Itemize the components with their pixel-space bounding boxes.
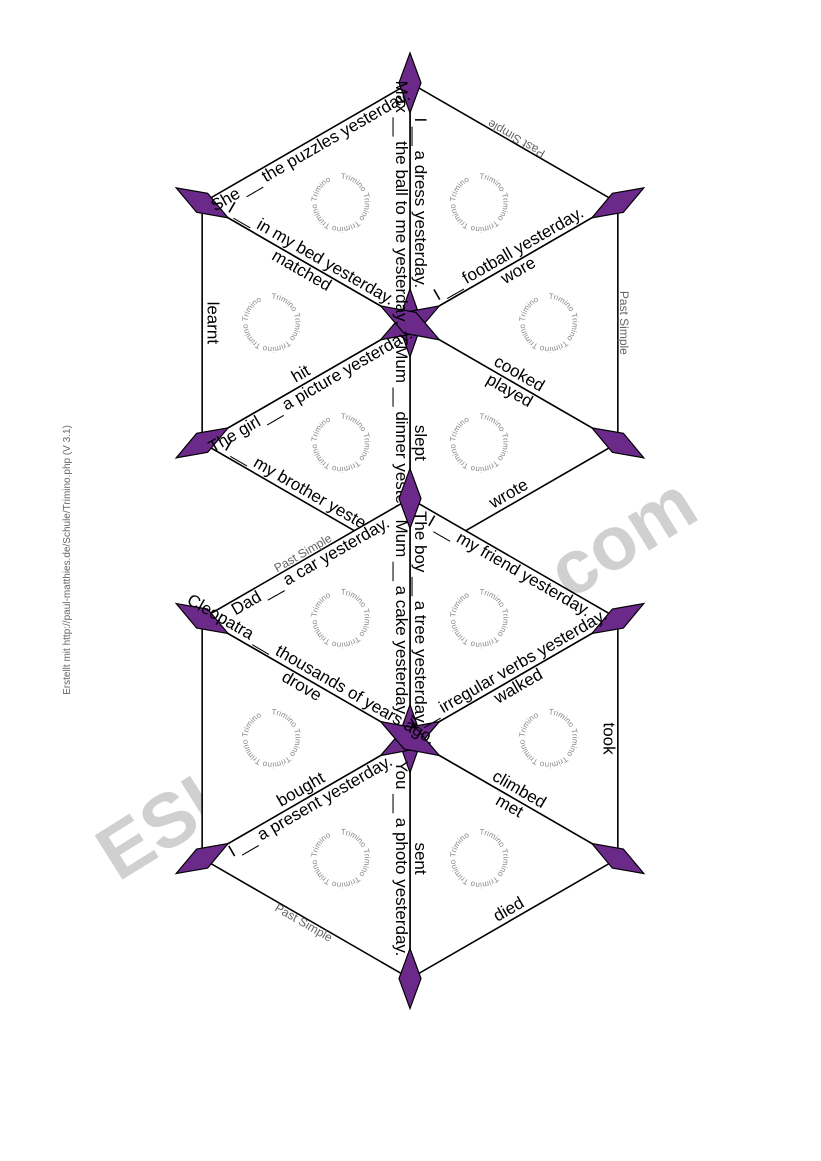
edge-text: Mum __ a cake yesterday. (392, 519, 411, 717)
edge-text: slept (411, 425, 430, 461)
edge-text: I __ a dress yesterday. (411, 117, 430, 288)
trimino-worksheet: ESLprintables.comI __ a dress yesterday.… (0, 0, 821, 1161)
edge-text: Max __ the ball to me yesterday. (392, 81, 411, 325)
outer-label: Past Simple (617, 291, 631, 355)
edge-text: learnt (203, 302, 222, 345)
side-note: Erstellt mit http://paul-matthies.de/Sch… (62, 425, 73, 695)
edge-text: The boy __ a tree yesterday. (411, 511, 430, 726)
edge-text: You __ a photo yesterday. (392, 761, 411, 957)
edge-text: took (600, 722, 619, 755)
edge-text: sent (411, 842, 430, 874)
